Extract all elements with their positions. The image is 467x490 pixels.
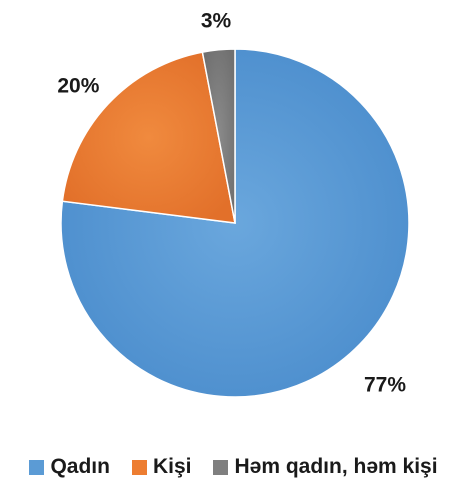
data-label-hem-qadin-hem-kisi: 3% (201, 10, 232, 33)
pie-slices (60, 48, 410, 398)
pie-slice-hem-qadin-hem-kisi (201, 48, 236, 224)
legend-item-kisi: Kişi (131, 455, 192, 479)
legend-label-qadin: Qadın (50, 455, 110, 478)
data-label-qadin: 77% (364, 374, 406, 397)
chart-legend: Qadın Kişi Həm qadın, həm kişi (0, 452, 467, 482)
legend-label-kisi: Kişi (152, 455, 192, 478)
legend-swatch-kisi (131, 459, 147, 475)
data-label-kisi: 20% (57, 75, 99, 98)
legend-swatch-hem-qadin-hem-kisi (213, 459, 229, 475)
pie-slice-kisi (61, 51, 236, 224)
pie-data-labels: 77% 20% 3% (57, 10, 406, 397)
legend-label-hem-qadin-hem-kisi: Həm qadın, həm kişi (234, 455, 438, 478)
legend-swatch-qadin (29, 459, 45, 475)
legend-item-hem-qadin-hem-kisi: Həm qadın, həm kişi (213, 455, 438, 479)
legend-item-qadin: Qadın (29, 455, 110, 479)
